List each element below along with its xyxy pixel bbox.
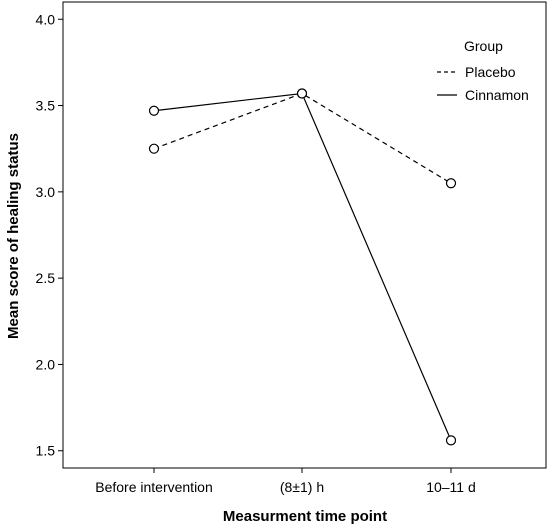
series-line-cinnamon [153,92,452,441]
y-tick-label: 1.5 [36,443,56,459]
series-line-placebo [153,92,452,184]
data-point-placebo [445,178,457,189]
data-point-cinnamon [445,435,457,446]
y-tick-label: 2.0 [36,356,56,372]
legend-label-cinnamon: Cinnamon [465,87,529,103]
x-axis-title: Measurment time point [223,508,387,525]
legend: Group Placebo Cinnamon [437,38,529,103]
x-tick-label: 10–11 d [426,479,476,495]
y-tick-label: 3.0 [36,184,56,200]
data-point-placebo [148,143,160,154]
data-point-cinnamon [148,105,160,116]
x-tick-label: Before intervention [95,479,213,495]
data-point-cinnamon [296,88,308,99]
y-axis: 1.5 2.0 2.5 3.0 3.5 4.0 [36,11,63,459]
y-tick-label: 3.5 [36,98,56,114]
x-tick-label: (8±1) h [280,479,324,495]
legend-label-placebo: Placebo [465,64,516,80]
series-layer [148,88,457,446]
y-axis-title: Mean score of healing status [5,133,22,339]
y-tick-label: 2.5 [36,270,56,286]
x-axis: Before intervention (8±1) h 10–11 d [95,468,476,495]
legend-title: Group [464,38,503,54]
plot-frame [62,1,547,469]
y-tick-label: 4.0 [36,11,56,27]
